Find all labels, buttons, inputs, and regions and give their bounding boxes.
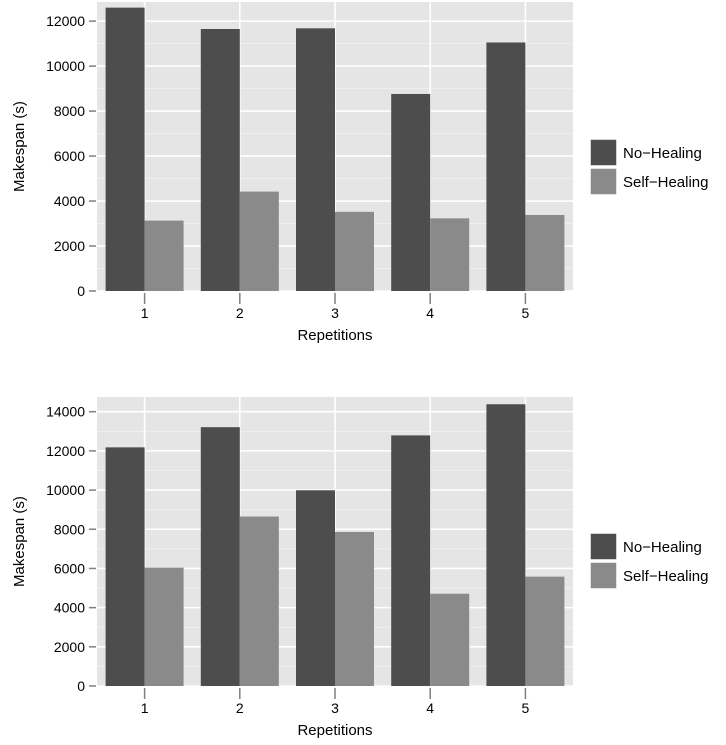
bar-self-healing-3	[335, 211, 374, 291]
y-tick-label: 10000	[46, 482, 85, 498]
x-tick-label: 5	[522, 305, 530, 321]
y-tick-label: 8000	[54, 521, 85, 537]
bar-self-healing-2	[239, 191, 279, 291]
y-axis-title: Makespan (s)	[11, 101, 28, 192]
x-tick-label: 1	[141, 305, 149, 321]
legend-label-self-healing: Self−Healing	[623, 568, 708, 585]
y-tick-label: 10000	[46, 58, 85, 74]
legend-swatch-self-healing	[589, 167, 618, 196]
y-tick-label: 14000	[46, 404, 85, 420]
legend-label-no-healing: No−Healing	[623, 539, 702, 556]
x-tick-label: 2	[236, 700, 244, 716]
bar-no-healing-2	[200, 427, 240, 686]
bar-self-healing-3	[335, 531, 374, 686]
y-tick-label: 2000	[54, 639, 85, 655]
legend-label-no-healing: No−Healing	[623, 145, 702, 162]
bar-self-healing-1	[144, 567, 184, 686]
x-axis-title: Repetitions	[297, 327, 372, 344]
y-tick-label: 4000	[54, 193, 85, 209]
bar-no-healing-1	[105, 7, 145, 292]
bar-self-healing-5	[525, 214, 565, 291]
y-tick-label: 6000	[54, 560, 85, 576]
bar-no-healing-1	[105, 447, 145, 686]
y-tick-label: 8000	[54, 103, 85, 119]
x-tick-label: 1	[141, 700, 149, 716]
x-tick-label: 3	[331, 700, 339, 716]
bar-no-healing-3	[296, 28, 335, 291]
chart-panel-2: 0 2000 4000 6000 8000 10000 12000 14000 1 2 3 4 5 Rep…	[11, 397, 708, 739]
y-axis-title: Makespan (s)	[11, 496, 28, 587]
bar-self-healing-4	[430, 218, 470, 291]
legend-label-self-healing: Self−Healing	[623, 174, 708, 191]
bar-no-healing-3	[296, 490, 335, 686]
y-tick-label: 12000	[46, 13, 85, 29]
y-tick-label: 0	[77, 283, 85, 299]
y-tick-label: 12000	[46, 443, 85, 459]
y-tick-label: 6000	[54, 148, 85, 164]
legend-swatch-no-healing	[589, 138, 618, 167]
legend-swatch-self-healing	[589, 561, 618, 590]
x-tick-label: 4	[426, 700, 434, 716]
x-tick-label: 4	[426, 305, 434, 321]
bar-self-healing-4	[430, 593, 470, 686]
bar-self-healing-1	[144, 220, 184, 291]
bar-no-healing-2	[200, 28, 240, 291]
y-tick-label: 0	[77, 678, 85, 694]
x-tick-label: 5	[522, 700, 530, 716]
chart-panel-1: 0 2000 4000 6000 8000 10000 12000 1 2 3 4 5 Repetiti…	[11, 2, 708, 344]
x-axis-title: Repetitions	[297, 722, 372, 739]
x-tick-label: 2	[236, 305, 244, 321]
legend-swatch-no-healing	[589, 532, 618, 561]
y-tick-label: 2000	[54, 238, 85, 254]
bar-no-healing-5	[486, 404, 526, 686]
y-tick-label: 4000	[54, 600, 85, 616]
bar-no-healing-5	[486, 42, 526, 292]
x-tick-label: 3	[331, 305, 339, 321]
bar-self-healing-2	[239, 516, 279, 686]
bar-no-healing-4	[391, 435, 431, 686]
bar-no-healing-4	[391, 93, 431, 291]
bar-self-healing-5	[525, 576, 565, 686]
